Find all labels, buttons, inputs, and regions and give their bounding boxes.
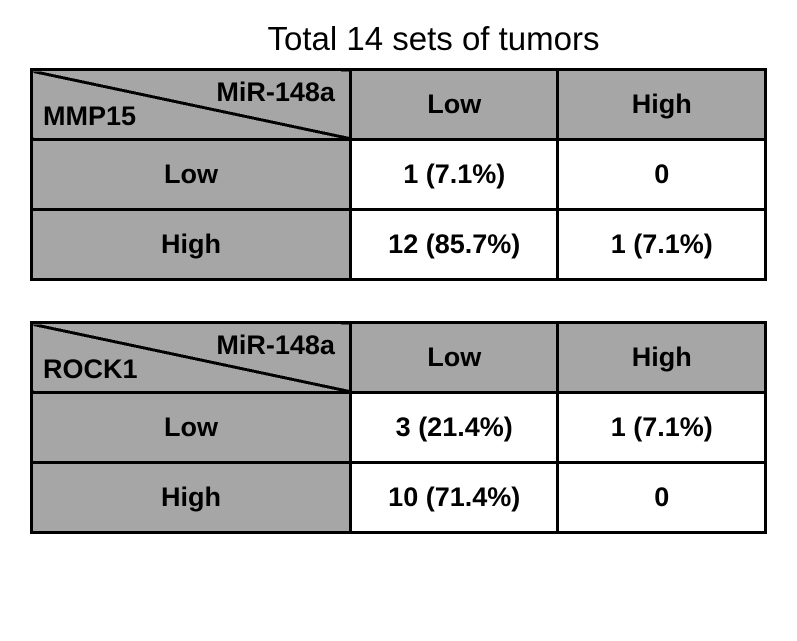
table-mmp15: MiR-148a MMP15 Low High Low 1 (7.1%) 0 H… (30, 68, 767, 281)
cell: 0 (558, 140, 766, 210)
row-header-high: High (32, 210, 351, 280)
col-header-high: High (558, 70, 766, 140)
row-group-label: MMP15 (43, 101, 136, 132)
col-group-label: MiR-148a (216, 330, 335, 361)
row-header-low: Low (32, 393, 351, 463)
cell: 3 (21.4%) (350, 393, 558, 463)
cell: 1 (7.1%) (558, 393, 766, 463)
table-row: High 10 (71.4%) 0 (32, 463, 766, 533)
row-header-low: Low (32, 140, 351, 210)
tables-container: Total 14 sets of tumors MiR-148a MMP15 L… (30, 20, 767, 534)
corner-cell: MiR-148a MMP15 (32, 70, 351, 140)
col-group-label: MiR-148a (216, 77, 335, 108)
table-row: Low 1 (7.1%) 0 (32, 140, 766, 210)
cell: 1 (7.1%) (350, 140, 558, 210)
cell: 0 (558, 463, 766, 533)
row-group-label: ROCK1 (43, 354, 138, 385)
table-row: Low 3 (21.4%) 1 (7.1%) (32, 393, 766, 463)
col-header-high: High (558, 323, 766, 393)
col-header-low: Low (350, 323, 558, 393)
table-row: High 12 (85.7%) 1 (7.1%) (32, 210, 766, 280)
table-rock1: MiR-148a ROCK1 Low High Low 3 (21.4%) 1 … (30, 321, 767, 534)
cell: 1 (7.1%) (558, 210, 766, 280)
cell: 12 (85.7%) (350, 210, 558, 280)
col-header-low: Low (350, 70, 558, 140)
corner-cell: MiR-148a ROCK1 (32, 323, 351, 393)
row-header-high: High (32, 463, 351, 533)
cell: 10 (71.4%) (350, 463, 558, 533)
page-title: Total 14 sets of tumors (100, 20, 767, 58)
